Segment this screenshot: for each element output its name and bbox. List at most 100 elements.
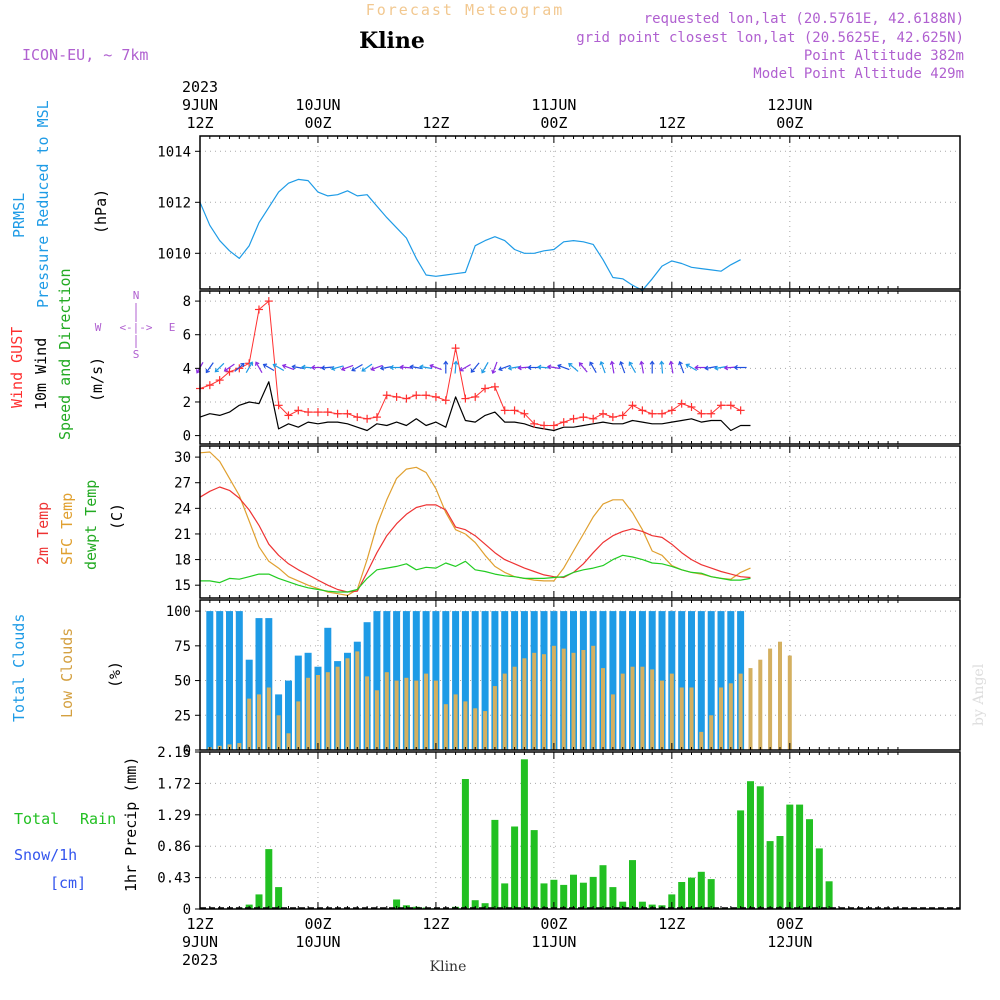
rain-label: Rain [80,810,116,828]
precip-bar [461,779,469,909]
precip-bar [579,882,587,909]
low-cloud-bar [719,687,723,750]
wind-arrow-head [419,364,424,370]
wind-direction-arrow [282,364,295,371]
wind-arrow-head [704,365,709,371]
low-cloud-bar [591,645,596,750]
wind-arrow-head [379,365,385,371]
precip-bar [520,759,528,909]
prmsl-label: PRMSL [10,193,28,238]
low-cloud-bar [345,658,350,750]
precip-bar [668,894,676,909]
y-tick-label: 8 [183,294,191,310]
precip-bar [786,804,794,909]
compass-s: S [133,348,140,361]
wind-direction-arrow [361,363,373,372]
panel-frame [199,135,961,290]
wind-direction-arrow [714,365,728,370]
low-cloud-bar [728,683,733,750]
y-tick-label: 30 [174,450,191,466]
panel-frame [199,751,961,910]
requested-coords: requested lon,lat (20.5761E, 42.6188N) [644,11,964,27]
wind-arrow-head [255,361,260,366]
top-time-label: 00Z [540,114,567,132]
wind-arrow-head [301,364,306,370]
precip-bar [550,879,558,909]
wind-direction-arrow [640,361,644,374]
wind-arrow-head [248,361,254,366]
top-time-label: 00Z [776,114,803,132]
precip-bar [825,881,833,909]
footer-location: Kline [430,959,467,975]
wind-direction-arrow [263,363,275,372]
y-tick-label: 2.15 [157,745,191,761]
y-tick-label: 6 [183,328,191,344]
total-cloud-bar [206,611,214,750]
low-cloud-bar [463,701,468,750]
y-tick-label: 0 [183,429,191,445]
temp-unit: (C) [108,503,126,530]
wind-arrow-head [196,369,201,374]
wind-unit: (m/s) [88,357,106,402]
location-title: Kline [359,28,425,54]
precip-bar [796,804,804,909]
low-cloud-bar [365,676,370,750]
snow-unit-label: [cm] [50,874,86,892]
total-cloud-bar [216,611,224,750]
wind-arrow-head [351,367,356,372]
pressure-panel-labels: PRMSL Pressure Reduced to MSL (hPa) [10,100,110,308]
wind-direction-arrow [331,365,344,370]
precip-bar [570,874,577,909]
low-cloud-bar [276,715,281,750]
wind-direction-arrow [224,363,235,372]
wind-arrow-head [733,364,738,371]
wind-direction-arrow [321,366,334,369]
wind-arrow-head [599,360,605,366]
y-tick-label: 1010 [157,246,191,262]
wind-direction-arrow [454,361,457,374]
low-cloud-bar [306,677,311,750]
wind-direction-arrow [600,361,606,374]
precip-bar [697,871,705,909]
wind-arrow-head [578,362,584,367]
wind-direction-arrow [679,361,685,374]
precip-bar [255,894,263,909]
wind-direction-arrow [351,363,363,372]
bottom-time-label: 2023 [182,951,218,969]
precip-bar [471,900,479,909]
top-time-label: 12Z [658,114,685,132]
model-altitude: Model Point Altitude 429m [753,66,964,82]
wind-arrow-head [527,364,532,371]
compass-n: N [133,289,140,302]
wind-direction-arrow [234,363,245,372]
bottom-time-label: 12JUN [767,933,812,951]
total-cloud-bar [717,611,725,750]
top-time-label: 2023 [182,78,218,96]
top-time-label: 12Z [186,114,213,132]
wind-direction-arrow [459,363,471,372]
y-tick-label: 0.86 [157,839,191,855]
low-cloud-bar [473,708,478,750]
low-cloud-bar [443,704,448,750]
wind-arrow-head [214,368,219,373]
chart-title: Forecast Meteogram [366,1,565,19]
low-cloud-bar [532,652,537,750]
y-tick-label: 1012 [157,195,191,211]
wind10m-line [199,381,751,432]
wind-arrow-head [291,364,296,370]
wind-arrow-head [429,363,434,369]
top-time-label: 12Z [422,114,449,132]
wind-direction-arrow [481,362,489,373]
low-cloud-bar [404,677,409,750]
total-cloud-bar [658,611,666,750]
wind-arrow-head [340,366,346,372]
low-cloud-bar [551,645,556,750]
precip-bar [619,901,627,909]
total-cloud-bar [481,611,489,750]
wind-direction-arrow [292,365,305,370]
wind-direction-arrow [341,364,354,371]
precip-bar [707,879,715,909]
wind-arrow-head [370,366,375,372]
wind-arrow-head [714,365,719,371]
